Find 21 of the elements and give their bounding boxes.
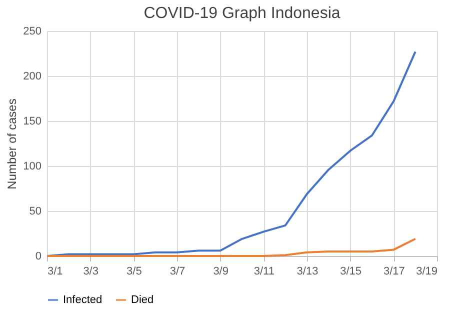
y-axis-title: Number of cases — [5, 98, 20, 190]
line-series — [46, 238, 416, 257]
x-tick-label: 3/7 — [170, 266, 186, 278]
y-tick-label: 250 — [23, 26, 42, 38]
x-tick-label: 3/11 — [254, 266, 274, 278]
y-tick-label: 150 — [23, 116, 42, 128]
y-tick-label: 50 — [29, 206, 42, 218]
x-tick-label: 3/17 — [383, 266, 405, 278]
y-tick-label: 0 — [35, 250, 42, 262]
x-tick-label: 3/3 — [83, 266, 98, 278]
x-tick-label: 3/19 — [416, 266, 438, 278]
y-tick-label: 200 — [23, 70, 42, 82]
chart-title: COVID-19 Graph Indonesia — [144, 5, 340, 22]
x-tick-label: 3/9 — [213, 266, 228, 278]
y-tick-label: 100 — [23, 160, 42, 172]
legend-label: Died — [131, 294, 154, 306]
x-tick-label: 3/13 — [296, 266, 318, 278]
x-tick-label: 3/15 — [340, 266, 362, 278]
x-tick-label: 3/1 — [48, 266, 63, 278]
x-tick-label: 3/5 — [126, 266, 142, 278]
legend-label: Infected — [63, 294, 102, 306]
